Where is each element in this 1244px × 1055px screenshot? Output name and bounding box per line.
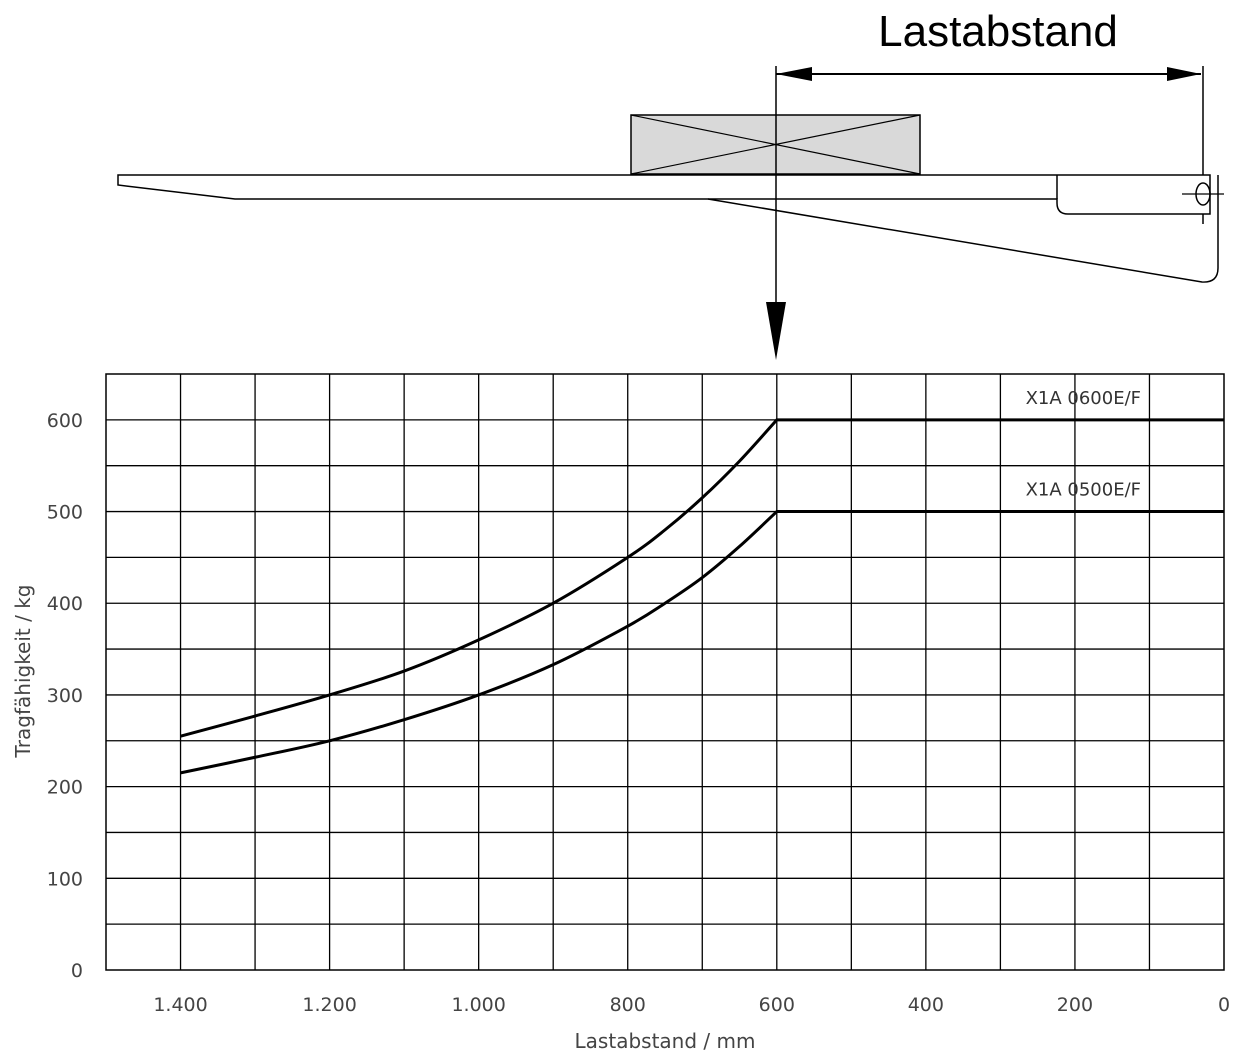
x-tick-label: 1.400 [153, 994, 207, 1016]
x-tick-label: 800 [610, 994, 646, 1016]
x-tick-label: 600 [759, 994, 795, 1016]
series-label-2: X1A 0500E/F [1026, 480, 1141, 501]
x-axis-title: Lastabstand / mm [575, 1029, 756, 1053]
plot-frame [105, 373, 1225, 971]
y-tick-label: 500 [47, 502, 83, 524]
chart-grid [105, 373, 1225, 971]
dimension-arrow-left [776, 67, 812, 81]
x-tick-label: 400 [908, 994, 944, 1016]
y-tick-label: 300 [47, 685, 83, 707]
dimension-label: Lastabstand [878, 7, 1118, 56]
series-label-1: X1A 0600E/F [1026, 388, 1141, 409]
series-line-2 [180, 510, 1224, 775]
y-tick-label: 200 [47, 777, 83, 799]
x-tick-label: 1.200 [302, 994, 356, 1016]
dimension-arrow-right [1167, 67, 1201, 81]
x-tick-label: 0 [1218, 994, 1230, 1016]
fork-tine [117, 174, 1224, 283]
fork-diagram: Lastabstand [117, 7, 1224, 360]
y-tick-label: 0 [71, 960, 83, 982]
y-axis-title: Tragfähigkeit / kg [11, 585, 35, 759]
series-layer [180, 418, 1224, 775]
x-tick-label: 1.000 [451, 994, 505, 1016]
y-tick-label: 100 [47, 868, 83, 890]
series-line-1 [180, 418, 1224, 738]
y-tick-labels: 0 100 200 300 400 500 600 [47, 410, 83, 982]
y-tick-label: 400 [47, 593, 83, 615]
x-tick-labels: 1.400 1.200 1.000 800 600 400 200 0 [153, 994, 1230, 1016]
x-tick-label: 200 [1057, 994, 1093, 1016]
y-tick-label: 600 [47, 410, 83, 432]
series-labels: X1A 0600E/F X1A 0500E/F [1026, 388, 1141, 501]
pointer-arrow-icon [766, 302, 786, 360]
